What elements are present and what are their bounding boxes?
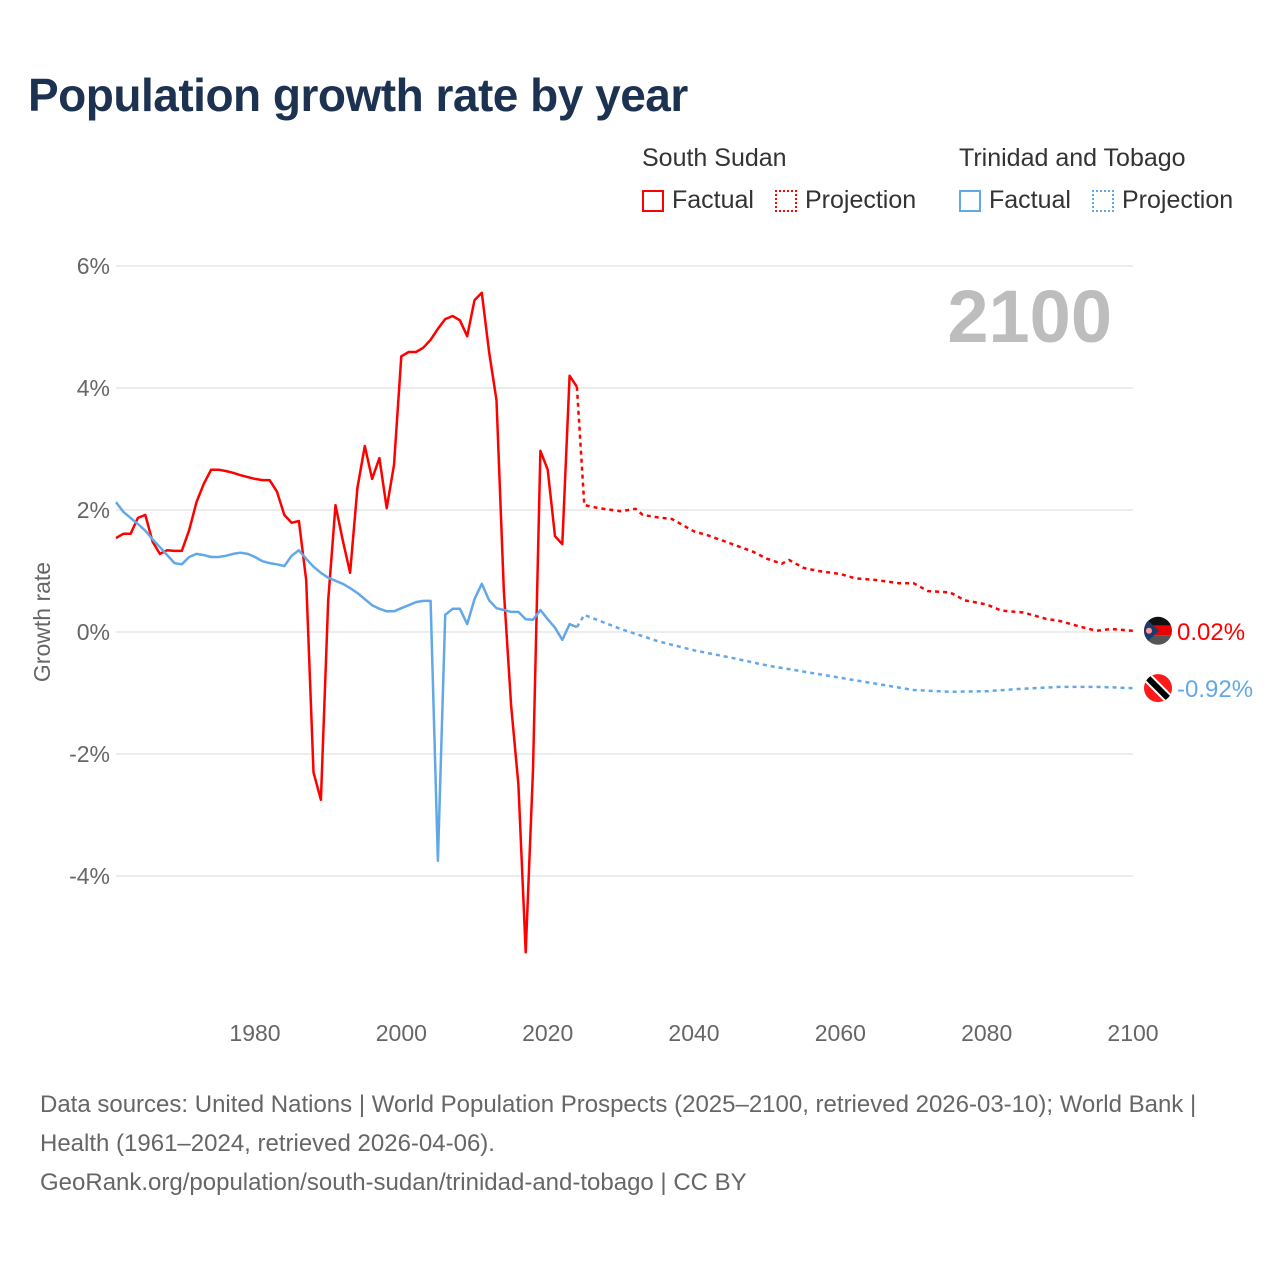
- legend-trinidad-projection[interactable]: Projection: [1092, 186, 1233, 215]
- x-tick-label: 2080: [961, 1020, 1012, 1046]
- trinidad-end-label: -0.92%: [1177, 676, 1253, 703]
- x-tick-label: 1980: [229, 1020, 280, 1046]
- legend-swatch-solid: [959, 189, 981, 212]
- legend-swatch-solid: [642, 189, 664, 212]
- legend-label: Factual: [989, 186, 1071, 214]
- plot-area: 6% 4% 2% 0% -2% -4% 1980 2000 2020 2040 2060 2080 21…: [29, 253, 1253, 1046]
- flag-body: [1144, 616, 1172, 645]
- y-tick-label: 4%: [77, 375, 110, 401]
- year-display: 2100: [947, 275, 1112, 358]
- source-link[interactable]: GeoRank.org/population/south-sudan/trini…: [40, 1169, 747, 1196]
- footer: Data sources: United Nations | World Pop…: [40, 1085, 1240, 1202]
- trinidad-factual-line: [115, 501, 578, 863]
- y-tick-label: -2%: [69, 741, 110, 767]
- y-axis-label: Growth rate: [29, 562, 55, 682]
- flag-body: [1144, 674, 1172, 703]
- south-sudan-factual-line: [115, 291, 578, 954]
- x-tick-label: 2100: [1107, 1020, 1158, 1046]
- flag-stripe-green: [1144, 635, 1172, 645]
- south-sudan-flag-icon: [1144, 616, 1172, 645]
- x-tick-label: 2000: [376, 1020, 427, 1046]
- legend-label: Projection: [1122, 186, 1234, 214]
- legend-swatch-dotted: [1092, 189, 1114, 212]
- flag-band-black: [1144, 674, 1172, 703]
- legend-group-title: Trinidad and Tobago: [959, 144, 1186, 172]
- legend-label: Projection: [805, 186, 917, 214]
- south-sudan-projection-line: [575, 386, 1134, 633]
- legend-swatch-dotted: [775, 189, 797, 212]
- legend-south-sudan-factual[interactable]: Factual: [642, 186, 754, 215]
- x-tick-label: 2020: [522, 1020, 573, 1046]
- x-tick-label: 2060: [815, 1020, 866, 1046]
- y-tick-label: 6%: [77, 253, 110, 279]
- legend-south-sudan-projection[interactable]: Projection: [775, 186, 916, 215]
- south-sudan-end-label: 0.02%: [1177, 619, 1245, 646]
- legend-trinidad-factual[interactable]: Factual: [959, 186, 1071, 215]
- chart-title: Population growth rate by year: [28, 69, 688, 121]
- trinidad-projection-line: [575, 613, 1134, 694]
- y-tick-label: 2%: [77, 497, 110, 523]
- flag-star: [1146, 627, 1152, 634]
- legend-label: Factual: [672, 186, 754, 214]
- x-tick-label: 2040: [668, 1020, 719, 1046]
- flag-stripe-black: [1144, 616, 1172, 626]
- trinidad-flag-icon: [1144, 674, 1172, 703]
- y-tick-label: 0%: [77, 619, 110, 645]
- data-sources: Data sources: United Nations | World Pop…: [40, 1091, 1197, 1157]
- y-tick-label: -4%: [69, 863, 110, 889]
- legend-group-title: South Sudan: [642, 144, 787, 172]
